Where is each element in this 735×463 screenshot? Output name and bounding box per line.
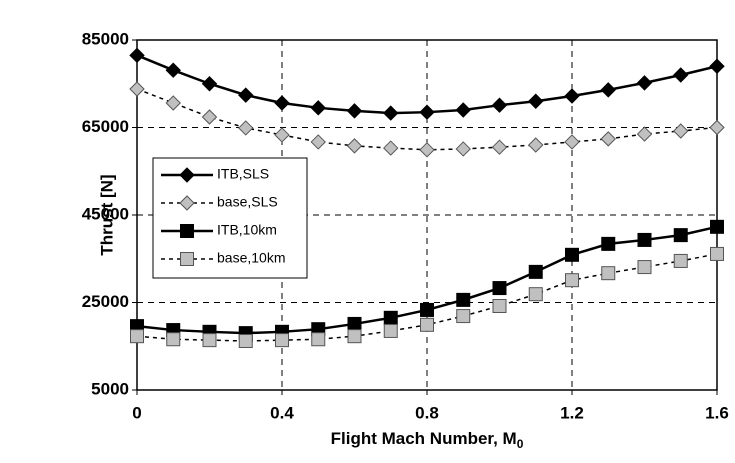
plot-frame <box>136 39 718 391</box>
data-point <box>347 329 362 344</box>
data-point <box>565 273 579 288</box>
y-tick-label: 65000 <box>82 117 129 136</box>
data-point <box>346 103 363 119</box>
data-point <box>419 142 435 158</box>
y-tick-label: 25000 <box>82 292 129 311</box>
data-point <box>275 333 289 348</box>
data-point <box>673 67 689 83</box>
data-point <box>601 266 616 281</box>
y-tick-label: 85000 <box>82 29 129 48</box>
data-point <box>673 123 689 139</box>
data-point <box>528 264 543 279</box>
data-point <box>383 140 399 156</box>
data-point <box>165 62 181 78</box>
data-point <box>129 47 145 64</box>
data-point <box>673 253 688 268</box>
data-point <box>311 332 326 347</box>
data-point <box>238 334 253 348</box>
legend-label: ITB,SLS <box>217 166 269 182</box>
data-point <box>710 246 724 261</box>
data-point <box>492 299 507 313</box>
x-axis-title: Flight Mach Number, M0 <box>331 429 524 451</box>
data-point <box>491 139 508 155</box>
x-tick-label: 0 <box>132 403 141 422</box>
data-point <box>165 95 181 111</box>
data-point <box>492 281 507 296</box>
data-point <box>383 105 399 121</box>
data-point <box>347 316 362 331</box>
legend-label: base,10km <box>217 250 285 266</box>
legend-marker <box>179 167 195 183</box>
legend: ITB,SLS base,SLS ITB,10km base,10km <box>152 157 308 279</box>
data-point <box>491 97 508 113</box>
data-point <box>346 138 363 154</box>
data-point <box>637 232 652 247</box>
data-point <box>528 93 544 109</box>
legend-marker <box>180 224 194 238</box>
x-tick-label: 1.2 <box>560 403 584 422</box>
data-point <box>202 333 217 348</box>
data-point <box>238 120 254 136</box>
data-point <box>420 317 434 332</box>
legend-label: base,SLS <box>217 194 278 210</box>
data-point <box>636 126 653 142</box>
data-point <box>455 141 471 157</box>
y-tick-label: 45000 <box>82 204 129 223</box>
data-point <box>238 87 254 103</box>
x-tick-label: 0.4 <box>270 403 294 422</box>
legend-box <box>152 157 308 279</box>
data-point <box>709 119 725 136</box>
data-point <box>564 88 580 104</box>
x-tick-label: 0.8 <box>415 403 439 422</box>
data-point <box>600 82 616 98</box>
data-point <box>673 228 688 243</box>
data-point <box>709 58 725 74</box>
data-point <box>601 236 616 251</box>
data-point <box>383 310 398 325</box>
data-point <box>456 309 471 324</box>
data-point <box>129 81 145 97</box>
data-point <box>565 247 579 262</box>
data-point <box>600 131 616 147</box>
data-point <box>528 287 543 302</box>
y-tick-label: 5000 <box>91 379 129 398</box>
data-point <box>274 127 290 143</box>
data-point <box>636 75 653 91</box>
data-point <box>310 100 326 116</box>
data-point <box>456 292 471 307</box>
x-tick-label: 1.6 <box>705 403 729 422</box>
x-axis-title-subscript: 0 <box>517 437 524 451</box>
data-point <box>710 219 724 234</box>
data-point <box>420 302 434 317</box>
legend-marker <box>179 195 195 211</box>
data-point <box>528 137 544 153</box>
y-axis-title: Thrust [N] <box>97 174 116 255</box>
legend-marker <box>180 252 194 266</box>
data-point <box>201 76 218 92</box>
data-point <box>637 260 652 275</box>
data-point <box>310 134 326 150</box>
data-point <box>201 109 218 125</box>
data-point <box>419 104 435 120</box>
x-axis-title-text: Flight Mach Number, M <box>331 429 517 448</box>
data-point <box>564 134 580 150</box>
data-point <box>130 329 144 344</box>
legend-label: ITB,10km <box>217 222 277 238</box>
data-point <box>455 102 471 118</box>
data-point <box>166 332 181 347</box>
data-point <box>383 323 398 338</box>
data-point <box>274 95 290 111</box>
